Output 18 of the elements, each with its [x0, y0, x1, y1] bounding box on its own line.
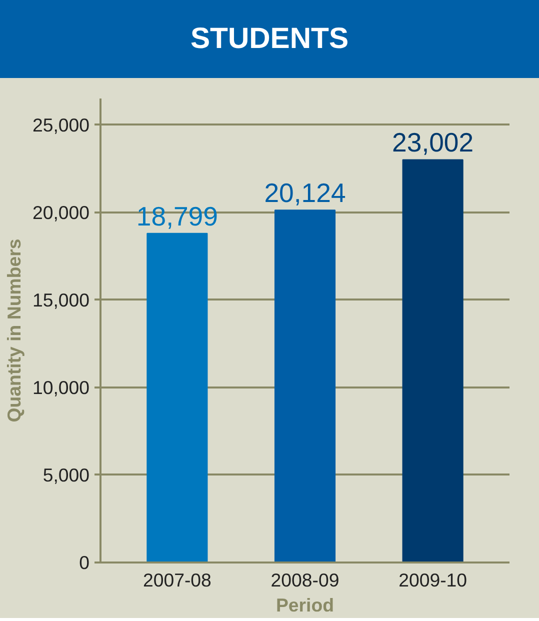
y-tick-label: 0 [79, 552, 90, 573]
bar [274, 210, 336, 562]
x-tick-label: 2009-10 [398, 570, 468, 590]
data-label: 20,124 [264, 178, 346, 208]
x-tick-label: 2008-09 [270, 570, 340, 590]
y-tick-label: 15,000 [32, 289, 90, 310]
y-tick-label: 5,000 [42, 464, 90, 486]
y-tick-label: 10,000 [32, 376, 90, 398]
y-tick-label: 20,000 [32, 202, 90, 223]
data-label: 18,799 [136, 201, 218, 232]
data-label: 23,002 [392, 128, 474, 158]
y-axis-title: Quantity in Numbers [3, 238, 24, 422]
x-axis-title: Period [276, 594, 334, 616]
bar [402, 159, 464, 562]
bar [146, 232, 208, 562]
x-tick-label: 2007-08 [142, 570, 212, 590]
y-tick-label: 25,000 [32, 114, 90, 136]
chart-title: STUDENTS [190, 21, 349, 57]
